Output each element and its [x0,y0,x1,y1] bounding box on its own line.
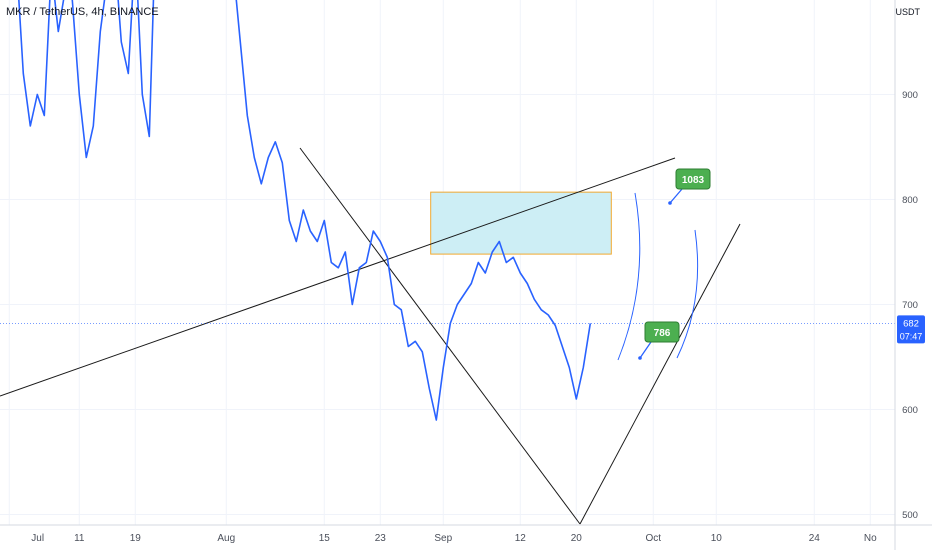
targets: 1083 786 [617,168,711,361]
current-price-label: 682 [903,318,919,329]
time-tick-label: Sep [434,533,452,544]
time-tick-label: 11 [74,533,85,544]
projection-arc-left [617,192,641,361]
time-tick-label: Oct [646,533,662,544]
time-tick-label: No [864,533,877,544]
target-point [668,201,672,205]
badge-bg [897,315,925,344]
time-tick-label: 23 [375,533,387,544]
countdown-label: 07:47 [900,331,923,341]
chart-title: MKR / TetherUS, 4h, BINANCE [6,6,159,18]
price-line [18,0,592,421]
projection-arc-right [676,229,699,359]
target-label-box [675,168,711,190]
descending-trendline [299,147,581,525]
target-label-box [644,321,680,343]
price-tick-label: 600 [902,405,918,416]
price-tick-label: 500 [902,510,918,521]
price-series [18,0,592,421]
price-tick-label: 700 [902,300,918,311]
time-tick-label: 19 [130,533,142,544]
time-tick-label: 20 [571,533,583,544]
price-tick-label: 900 [902,90,918,101]
long-rising-trendline [0,157,676,397]
time-tick-label: 12 [515,533,527,544]
time-tick-label: Aug [217,533,235,544]
zones [430,191,612,255]
target-1083: 1083 [668,168,711,205]
lower-zone [430,191,612,255]
target-point [638,356,642,360]
target-pointer [669,188,683,204]
target-label: 1083 [682,175,705,186]
price-axis-unit: USDT [895,7,921,17]
current-price-badge: 682 07:47 [897,315,925,344]
time-tick-label: 15 [319,533,331,544]
target-label: 786 [654,328,671,339]
trendlines [0,147,895,525]
time-tick-label: Jul [31,533,44,544]
time-tick-label: 10 [711,533,723,544]
grid [0,0,895,525]
v-right-trendline [579,223,741,525]
target-786: 786 [638,321,680,360]
target-pointer [639,341,652,359]
time-tick-label: 24 [809,533,821,544]
price-tick-label: 800 [902,195,918,206]
